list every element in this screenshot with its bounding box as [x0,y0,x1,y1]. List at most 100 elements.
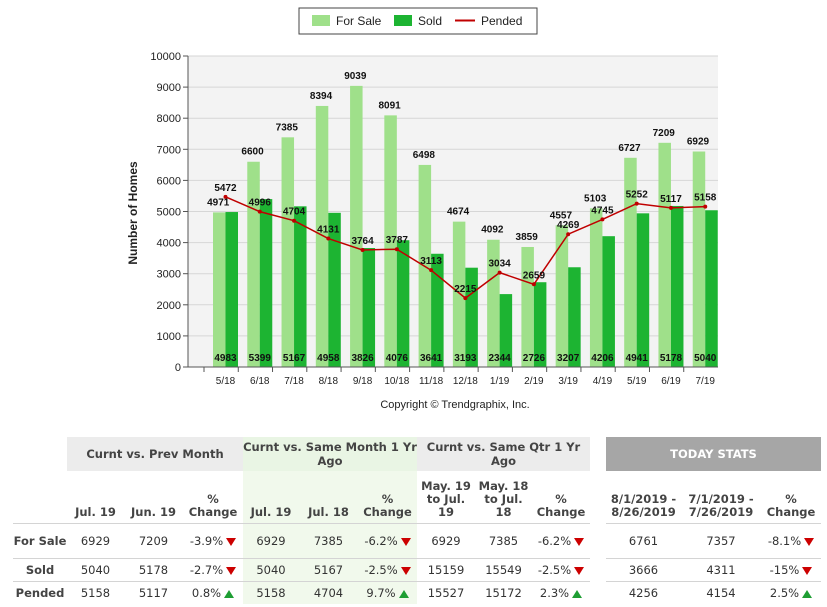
table-cell: 6929 [67,523,124,559]
bar-sold [499,294,513,367]
x-tick-label: 6/18 [250,376,270,387]
data-label-pended: 4745 [591,205,614,216]
pended-point [394,247,399,252]
cell-value: 7357 [706,534,736,548]
y-axis-title: Number of Homes [126,161,140,265]
cell-value: 15159 [427,563,465,577]
data-label-for-sale: 6929 [687,137,710,148]
pended-point [326,236,331,241]
data-label-sold: 2344 [489,353,512,364]
data-label-pended: 3034 [489,259,512,270]
table-cell: 2.5% [761,581,821,604]
table-row: 4256 4154 2.5% [606,581,821,604]
data-label-for-sale: 9039 [344,71,367,82]
cell-value: 6929 [80,534,111,548]
table-cell: -6.2% [358,523,417,559]
table-cell: 15159 [417,558,475,582]
cell-value: 5040 [256,563,286,577]
table-cell: 9.7% [358,581,417,604]
x-tick-label: 3/19 [558,376,578,387]
bar-for-sale [624,157,637,367]
table-cell: 5040 [67,558,124,582]
table-cell: -15% [761,558,821,582]
subheader: % Change [536,492,586,519]
table-cell: 7209 [124,523,183,559]
comparison-table: Curnt vs. Prev Month Curnt vs. Same Mont… [13,437,590,604]
cell-value: 9.7% [366,586,396,600]
table-row: 3666 4311 -15% [606,558,821,582]
data-label-pended: 5472 [214,183,237,194]
subheader-row: Jul. 19 Jun. 19 % Change Jul. 19 Jul. 18… [13,471,590,524]
data-label-pended: 4996 [249,198,272,209]
cell-value: -6.2% [537,534,572,548]
data-label-pended: 4131 [317,225,340,236]
pended-point [257,209,262,214]
cell-value: 6929 [256,534,286,548]
arrow-up-icon [224,589,235,598]
table-cell: 7385 [475,523,532,559]
data-label-pended: 2215 [454,284,477,295]
table-cell: 7357 [681,523,761,559]
table-cell: 15172 [475,581,532,604]
cell-value: 15527 [427,586,465,600]
cell-value: 4311 [706,563,736,577]
cell-value: 0.8% [191,586,222,600]
data-label-pended: 3787 [386,235,409,246]
bar-sold [705,210,718,367]
cell-value: -2.7% [189,563,224,577]
data-label-for-sale: 4971 [207,197,230,208]
cell-value: 7209 [138,534,169,548]
arrow-down-icon [802,566,813,575]
table-cell: 5158 [67,581,124,604]
data-label-pended: 3113 [420,256,442,267]
group-prev-month: Curnt vs. Prev Month [67,437,243,471]
table-cell: 5040 [243,558,299,582]
bar-sold [431,253,444,367]
arrow-down-icon [226,566,237,575]
bar-sold [636,213,650,367]
table-cell: -6.2% [532,523,590,559]
data-label-pended: 5117 [660,194,682,205]
data-label-for-sale: 4674 [447,207,470,218]
table-cell: 6929 [243,523,299,559]
data-label-sold: 5167 [283,353,306,364]
table-cell: 7385 [299,523,358,559]
cell-value: 4704 [313,586,344,600]
table-cell: 5167 [299,558,358,582]
table-cell: -2.5% [532,558,590,582]
y-tick-label: 3000 [157,269,181,281]
subheader: May. 18 to Jul. 18 [478,479,529,519]
data-label-pended: 5252 [626,190,649,201]
y-tick-label: 10000 [150,51,181,63]
subheader: Jul. 18 [299,471,358,524]
data-label-sold: 4941 [626,353,649,364]
cell-value: 2.5% [769,586,800,600]
subheader: Jun. 19 [130,505,177,519]
subheader: 8/1/2019 - 8/26/2019 [610,492,677,519]
y-tick-label: 9000 [157,82,181,94]
cell-value: -2.5% [537,563,572,577]
cell-value: 5167 [313,563,344,577]
y-axis: 0 1000 2000 3000 4000 5000 6000 7000 8000 9000 100… [150,51,189,374]
data-label-sold: 3193 [454,353,477,364]
pended-point [360,247,365,252]
arrow-up-icon [802,589,813,598]
legend-label-pended: Pended [481,14,522,28]
data-label-pended: 4269 [557,220,580,231]
legend-swatch-sold [394,15,412,26]
pended-point [703,204,708,209]
pended-point [292,218,297,223]
data-label-pended: 3764 [351,236,374,247]
cell-value: 15549 [485,563,522,577]
table-row: Sold 5040 5178 -2.7% 5040 5167 -2.5% 15159 15549… [13,558,590,582]
data-label-sold: 2726 [523,353,546,364]
bar-for-sale [384,115,397,367]
bar-for-sale [247,161,260,367]
group-same-qtr: Curnt vs. Same Qtr 1 Yr Ago [417,437,590,471]
arrow-down-icon [574,566,585,575]
x-tick-label: 12/18 [453,376,478,387]
table-cell: 5178 [124,558,183,582]
cell-value: 4154 [706,586,736,600]
x-tick-label: 11/18 [419,376,444,387]
today-stats-title: TODAY STATS [606,437,821,471]
